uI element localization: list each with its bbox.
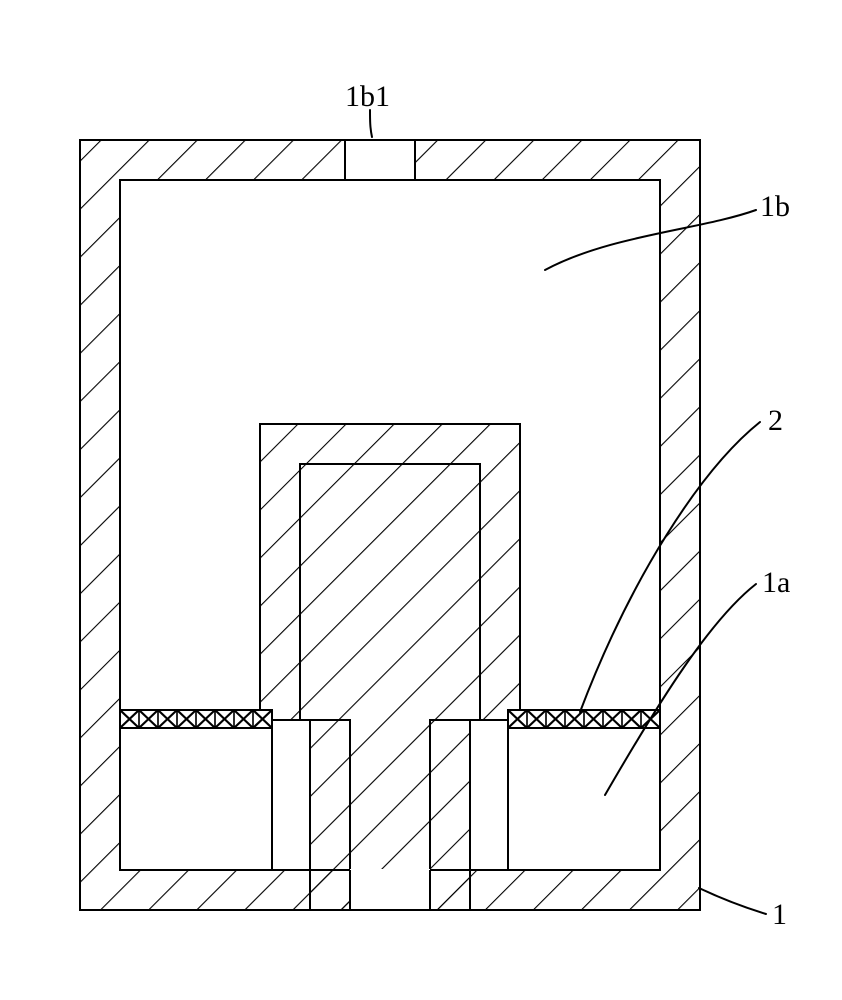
label-2: 2 (768, 404, 783, 437)
label-1a: 1a (762, 566, 790, 599)
label-1b: 1b (760, 190, 790, 223)
leader-1b1 (370, 110, 372, 137)
membrane-left (120, 710, 272, 728)
port-bottom-open (350, 869, 430, 912)
port-wall-hatch (258, 422, 522, 912)
membrane-right (508, 710, 660, 728)
leader-1 (699, 888, 766, 914)
vent-gap-fill (345, 139, 415, 181)
leader-1b (545, 210, 756, 270)
label-1: 1 (772, 898, 787, 931)
label-1b1: 1b1 (345, 80, 390, 113)
